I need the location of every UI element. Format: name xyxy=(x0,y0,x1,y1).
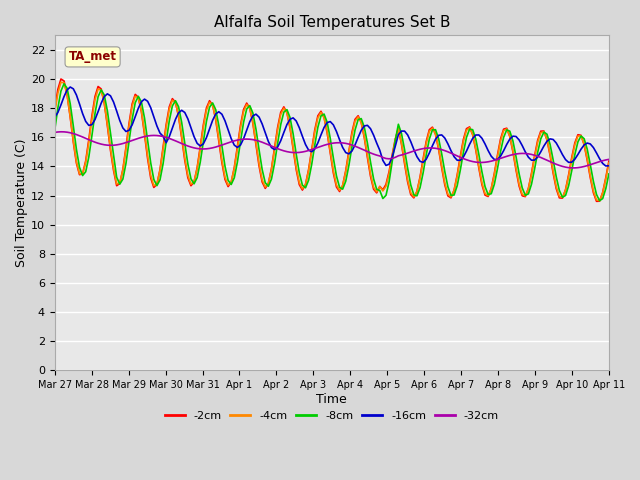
Y-axis label: Soil Temperature (C): Soil Temperature (C) xyxy=(15,139,28,267)
Text: TA_met: TA_met xyxy=(68,50,116,63)
Title: Alfalfa Soil Temperatures Set B: Alfalfa Soil Temperatures Set B xyxy=(214,15,450,30)
X-axis label: Time: Time xyxy=(316,393,347,406)
Legend: -2cm, -4cm, -8cm, -16cm, -32cm: -2cm, -4cm, -8cm, -16cm, -32cm xyxy=(160,406,504,425)
